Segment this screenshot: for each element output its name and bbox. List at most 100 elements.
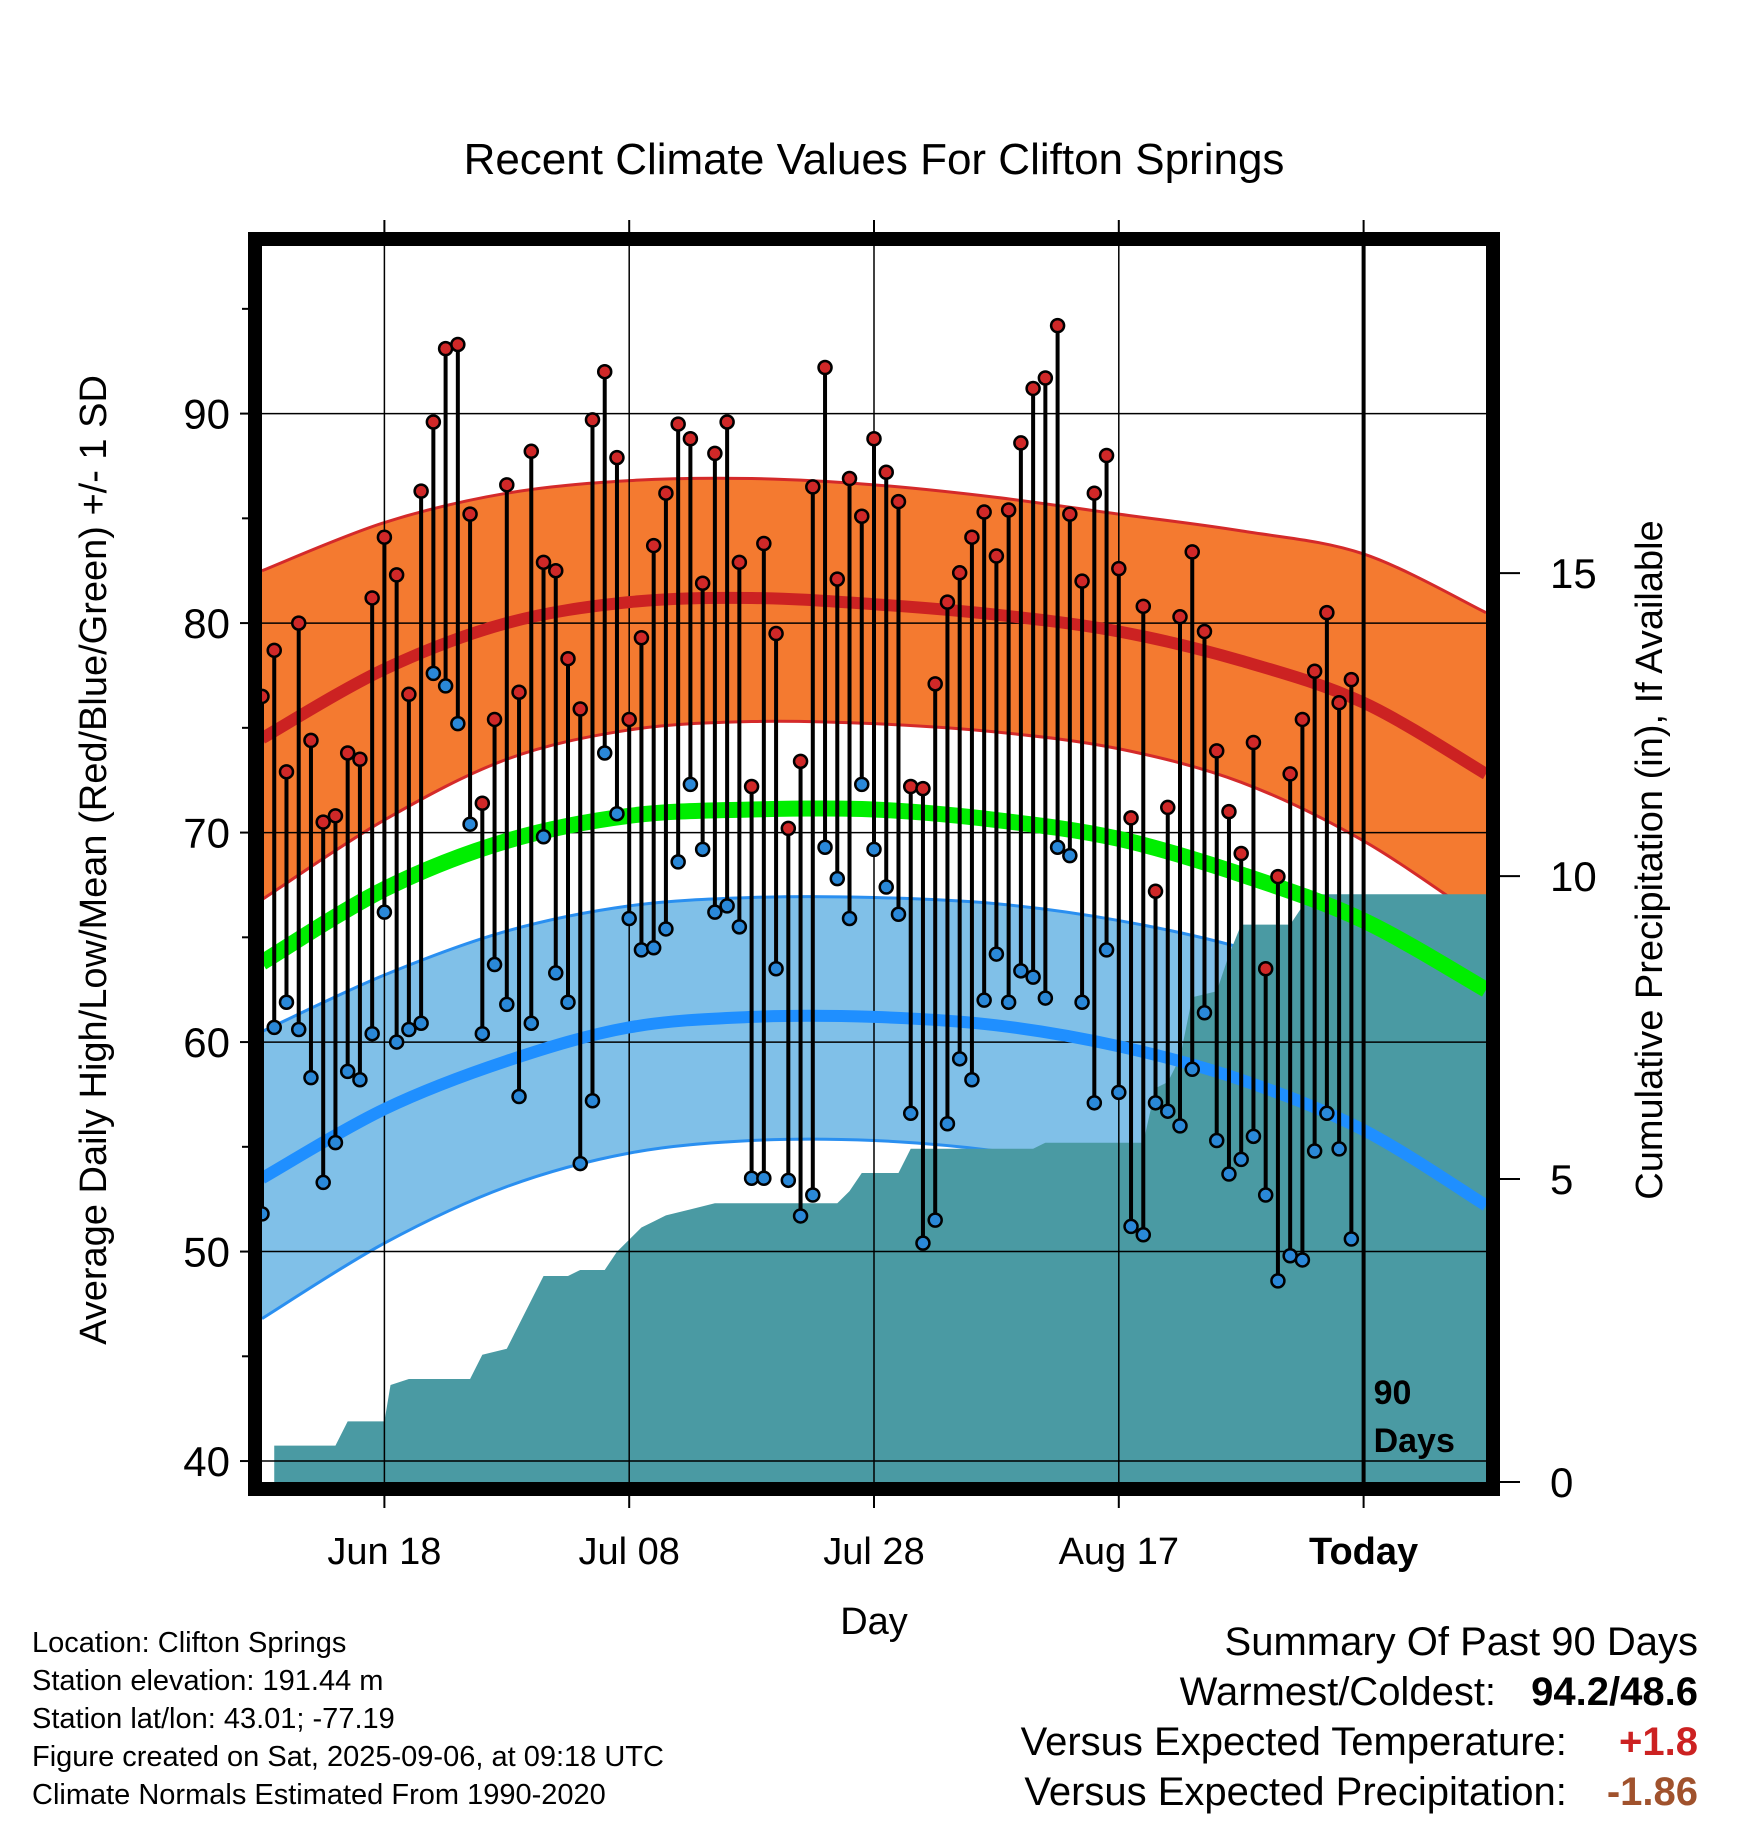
daily-low-point xyxy=(1123,1218,1139,1235)
daily-high-point xyxy=(584,412,601,428)
daily-low-point xyxy=(645,940,662,956)
daily-low-point xyxy=(939,1116,956,1132)
daily-high-point xyxy=(548,562,564,579)
daily-low-point xyxy=(951,1051,968,1067)
daily-high-point xyxy=(1294,711,1311,728)
daily-high-point xyxy=(450,336,466,353)
daily-low-point xyxy=(1245,1128,1262,1145)
daily-high-point xyxy=(401,686,417,703)
daily-low-point xyxy=(499,996,515,1013)
daily-high-point xyxy=(1123,810,1139,826)
daily-high-point xyxy=(1282,766,1298,782)
daily-low-point xyxy=(670,854,686,870)
daily-high-point xyxy=(560,650,576,667)
y-axis-label: Average Daily High/Low/Mean (Red/Blue/Gr… xyxy=(73,375,115,1345)
daily-high-point xyxy=(951,565,968,581)
daily-high-point xyxy=(535,554,552,571)
y-tick-label: 70 xyxy=(183,810,230,857)
summary-warm-cold-label: Warmest/Coldest: xyxy=(1179,1670,1497,1714)
daily-low-point xyxy=(401,1021,417,1038)
daily-high-point xyxy=(1221,803,1237,820)
daily-high-point xyxy=(596,363,613,380)
daily-low-point xyxy=(976,992,992,1008)
daily-low-point xyxy=(817,839,833,855)
daily-high-point xyxy=(1160,799,1176,816)
daily-low-point xyxy=(486,956,503,973)
info-normals: Climate Normals Estimated From 1990-2020 xyxy=(32,1779,606,1811)
daily-high-point xyxy=(388,567,405,583)
daily-low-point xyxy=(621,910,637,927)
today-marker: 90 Days xyxy=(1361,246,1455,1482)
daily-high-point xyxy=(1184,544,1200,560)
daily-low-point xyxy=(1086,1095,1103,1111)
daily-low-point xyxy=(719,898,735,914)
daily-high-point xyxy=(1331,694,1347,711)
today-days-word: Days xyxy=(1374,1422,1455,1460)
daily-low-point xyxy=(1343,1231,1360,1247)
y2-axis-label: Cumulative Precipitation (in), If Availa… xyxy=(1629,520,1671,1199)
daily-low-point xyxy=(658,921,674,937)
plot-frame xyxy=(248,232,1500,1496)
daily-high-point xyxy=(829,571,846,587)
daily-low-point xyxy=(890,906,907,923)
daily-high-point xyxy=(866,430,882,447)
daily-low-point xyxy=(376,904,393,920)
daily-low-point xyxy=(535,829,552,845)
x-tick-label: Aug 17 xyxy=(1059,1531,1179,1573)
y2-tick-label: 10 xyxy=(1550,853,1597,900)
daily-high-point xyxy=(339,745,356,761)
daily-low-point xyxy=(339,1063,356,1080)
daily-low-point xyxy=(474,1025,491,1042)
daily-high-point xyxy=(1098,447,1115,464)
daily-low-point xyxy=(1147,1095,1164,1111)
summary-warm-cold-value: 94.2/48.6 xyxy=(1531,1670,1698,1714)
daily-high-point xyxy=(890,493,907,510)
observations xyxy=(262,317,1360,1289)
daily-low-point xyxy=(988,946,1005,962)
daily-high-point xyxy=(854,508,870,524)
daily-high-point xyxy=(841,470,858,487)
info-location: Location: Clifton Springs xyxy=(32,1627,347,1659)
daily-high-point xyxy=(621,711,637,728)
daily-high-point xyxy=(425,414,442,430)
daily-high-point xyxy=(939,594,956,610)
daily-high-point xyxy=(609,449,625,466)
daily-high-point xyxy=(731,554,748,571)
daily-low-point xyxy=(1111,1084,1127,1101)
daily-high-point xyxy=(756,535,772,552)
daily-high-point xyxy=(376,529,393,545)
info-created: Figure created on Sat, 2025-09-06, at 09… xyxy=(32,1741,664,1773)
daily-high-point xyxy=(1196,623,1213,640)
daily-high-point xyxy=(1233,845,1249,862)
x-tick-label: Jul 28 xyxy=(823,1531,924,1573)
daily-low-point xyxy=(278,994,295,1011)
summary-precip: Versus Expected Precipitation: -1.86 xyxy=(1024,1770,1698,1815)
daily-high-point xyxy=(462,506,478,522)
daily-low-point xyxy=(1270,1273,1286,1289)
daily-high-point xyxy=(719,414,735,430)
daily-high-point xyxy=(1270,868,1286,885)
daily-low-point xyxy=(609,805,625,822)
daily-high-point xyxy=(658,485,674,501)
y-tick-label: 90 xyxy=(183,391,230,438)
daily-high-point xyxy=(278,764,295,780)
daily-high-point xyxy=(1111,560,1127,577)
plot-area: 90 Days xyxy=(262,246,1486,1482)
summary-precip-value: -1.86 xyxy=(1606,1770,1698,1814)
daily-low-point xyxy=(1172,1118,1188,1134)
daily-high-point xyxy=(523,443,540,460)
y2-tick-label: 15 xyxy=(1550,550,1597,597)
daily-high-point xyxy=(1086,485,1103,501)
x-axis-label: Day xyxy=(840,1601,908,1643)
daily-low-point xyxy=(878,879,894,895)
daily-low-point xyxy=(327,1134,344,1151)
daily-high-point xyxy=(682,430,699,447)
daily-high-point xyxy=(988,548,1005,564)
daily-low-point xyxy=(413,1015,429,1031)
daily-high-point xyxy=(1245,734,1262,751)
y-tick-label: 40 xyxy=(183,1438,230,1485)
daily-high-point xyxy=(1074,573,1090,589)
daily-low-point xyxy=(1294,1252,1311,1268)
daily-low-point xyxy=(596,745,613,761)
daily-low-point xyxy=(964,1072,980,1088)
